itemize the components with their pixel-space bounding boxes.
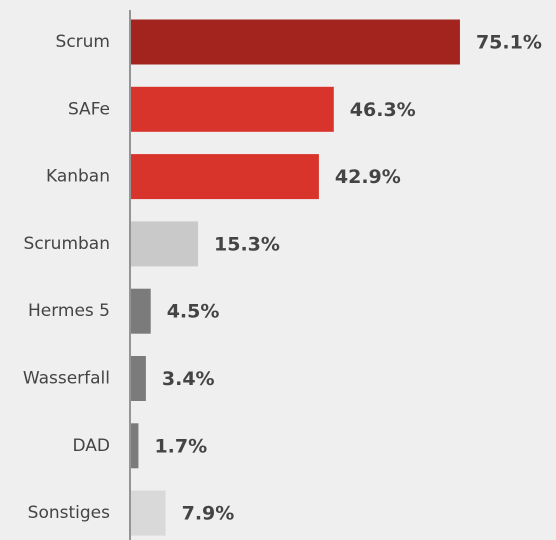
bar xyxy=(131,423,139,469)
value-label: 4.5% xyxy=(167,301,220,323)
category-label: Kanban xyxy=(46,167,110,187)
category-label: Scrum xyxy=(56,32,110,52)
value-label: 46.3% xyxy=(350,99,416,121)
value-label: 42.9% xyxy=(335,166,401,188)
bar xyxy=(131,19,460,65)
bar xyxy=(131,288,151,334)
bar xyxy=(131,86,334,132)
bar xyxy=(131,490,166,536)
value-label: 15.3% xyxy=(214,233,280,255)
value-label: 3.4% xyxy=(162,368,215,390)
value-label: 7.9% xyxy=(182,503,235,525)
bar xyxy=(131,154,319,200)
category-label: SAFe xyxy=(68,99,110,119)
category-label: Wasserfall xyxy=(23,369,110,389)
bar xyxy=(131,221,199,267)
value-label: 1.7% xyxy=(154,435,207,457)
category-label: Sonstiges xyxy=(28,503,110,523)
value-label: 75.1% xyxy=(476,32,542,54)
category-label: DAD xyxy=(72,436,110,456)
bar xyxy=(131,356,146,401)
category-label: Hermes 5 xyxy=(28,301,110,321)
category-label: Scrumban xyxy=(24,234,110,254)
